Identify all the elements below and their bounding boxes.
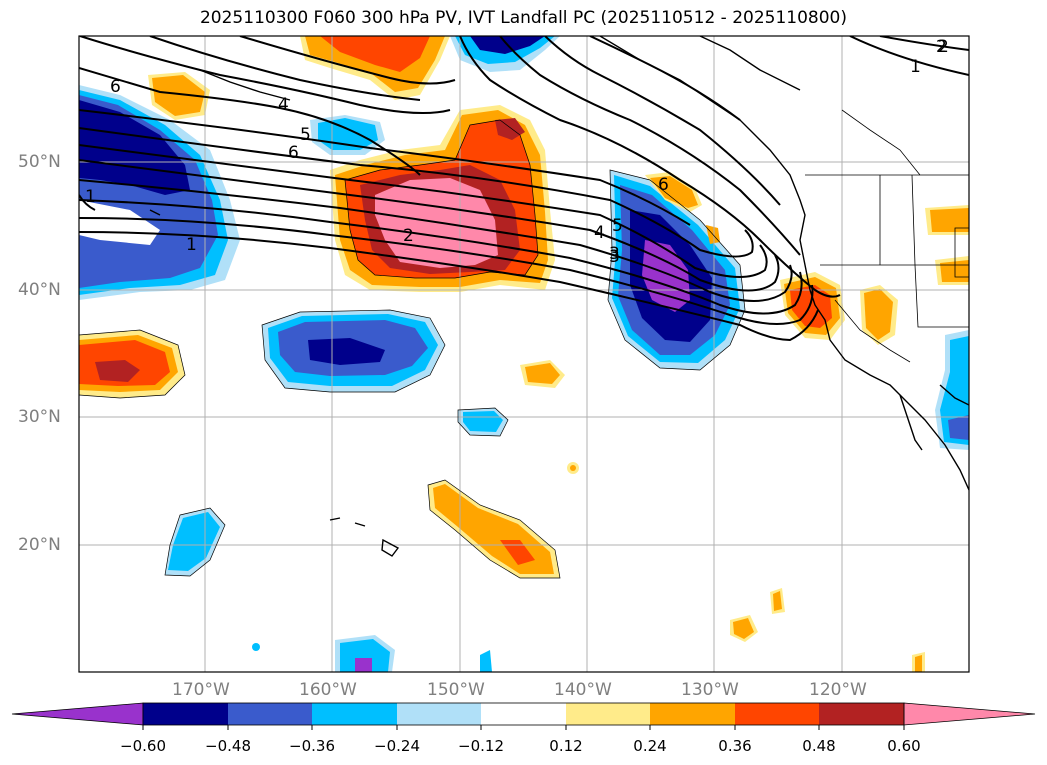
contour-label: 5 — [300, 125, 311, 145]
contour-label: 5 — [612, 216, 623, 236]
colorbar-tick-label: 0.36 — [718, 737, 752, 755]
colorbar-tick-label: 0.12 — [549, 737, 583, 755]
contour-label: 6 — [110, 77, 121, 97]
pv-contours — [79, 36, 969, 342]
lon-label-160w: 160°W — [299, 680, 357, 700]
map-title: 2025110300 F060 300 hPa PV, IVT Landfall… — [199, 8, 847, 28]
lon-label-150w: 150°W — [427, 680, 485, 700]
colorbar-tick-label: −0.48 — [205, 737, 251, 755]
map-frame — [78, 35, 970, 673]
lon-label-170w: 170°W — [172, 680, 230, 700]
contour-label: 6 — [658, 175, 669, 195]
contour-label: 1 — [85, 187, 96, 207]
colorbar-tick-label: −0.60 — [120, 737, 166, 755]
lat-label-30n: 30°N — [18, 407, 61, 427]
lon-label-120w: 120°W — [809, 680, 867, 700]
contour-label: 3 — [609, 247, 620, 267]
colorbar-tick-label: 0.48 — [802, 737, 836, 755]
pv-shading: 6 5 6 1 2 1 2 4 3 6 2 1 4 5 3 — [79, 36, 969, 672]
contour-label: 4 — [594, 223, 605, 243]
contour-label: 2 — [403, 226, 414, 246]
lat-label-20n: 20°N — [18, 535, 61, 555]
colorbar-tick-label: −0.36 — [289, 737, 335, 755]
borders — [805, 109, 969, 363]
contour-label: 2 — [938, 37, 949, 57]
lat-label-50n: 50°N — [18, 152, 61, 172]
colorbar — [11, 702, 1036, 730]
contour-label: 3 — [609, 244, 620, 264]
lon-label-140w: 140°W — [554, 680, 612, 700]
colorbar-tick-label: −0.24 — [374, 737, 420, 755]
gridlines — [79, 36, 969, 672]
lat-label-40n: 40°N — [18, 280, 61, 300]
colorbar-tick-label: 0.60 — [887, 737, 921, 755]
contour-label: 6 — [288, 143, 299, 163]
contour-label: 1 — [186, 235, 197, 255]
lon-label-130w: 130°W — [681, 680, 739, 700]
contour-label: 2 — [936, 37, 947, 57]
colorbar-tick-label: −0.12 — [458, 737, 504, 755]
contour-label: 1 — [910, 57, 921, 77]
contour-labels: 6 5 6 1 2 1 2 4 3 6 2 1 4 5 3 — [85, 37, 949, 267]
contour-label: 4 — [278, 95, 289, 115]
colorbar-tick-label: 0.24 — [633, 737, 667, 755]
